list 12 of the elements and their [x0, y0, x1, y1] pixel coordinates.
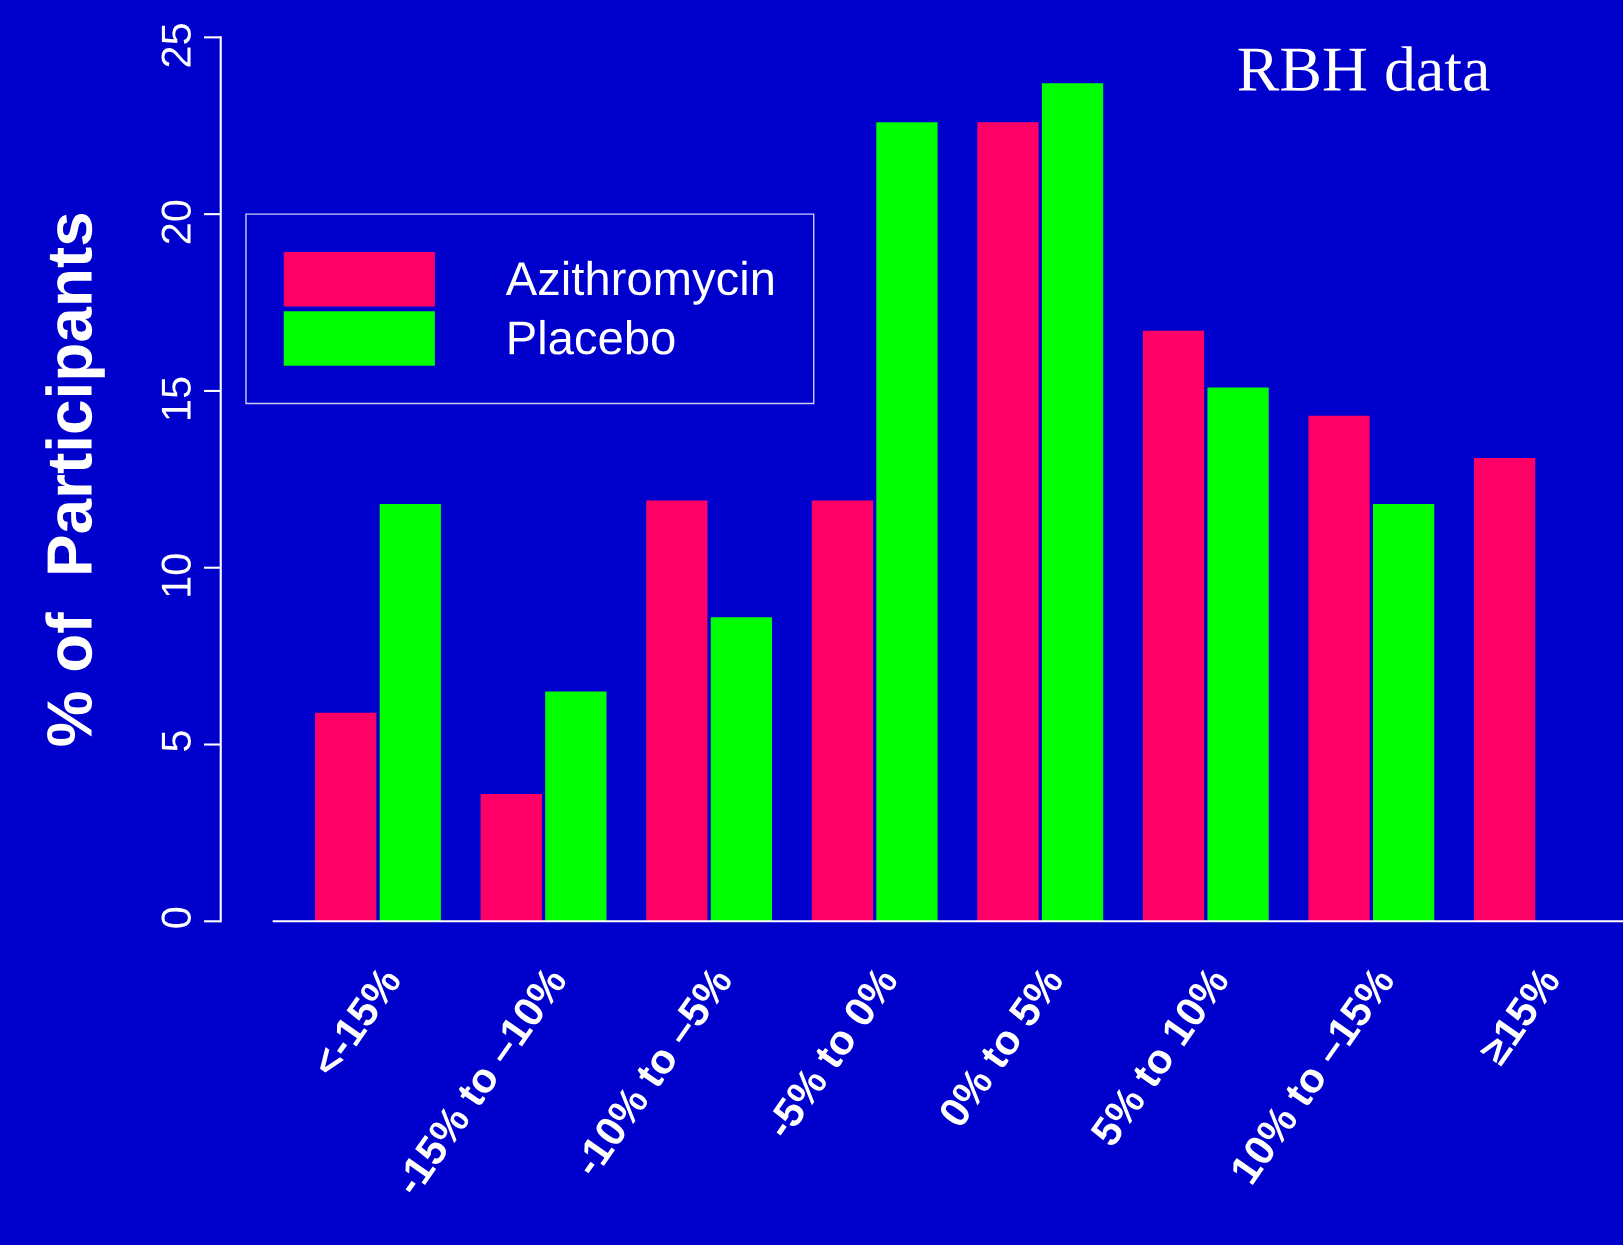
y-tick-label: 5	[161, 731, 191, 751]
legend-label: Placebo	[509, 319, 675, 355]
y-tick-label: 25	[161, 23, 191, 67]
chart-title: RBH data	[1238, 46, 1490, 92]
y-tick-label: 0	[161, 907, 191, 928]
y-tick-label: 10	[161, 554, 191, 596]
y-axis-title: % of Participants	[45, 213, 105, 746]
y-tick-label: 20	[161, 200, 191, 244]
x-tick-label: 0% to 5%	[937, 964, 1065, 1130]
legend-label: Azithromycin	[505, 260, 773, 305]
y-tick-label: 15	[161, 377, 191, 419]
x-tick-label: -5% to 0%	[763, 964, 900, 1141]
